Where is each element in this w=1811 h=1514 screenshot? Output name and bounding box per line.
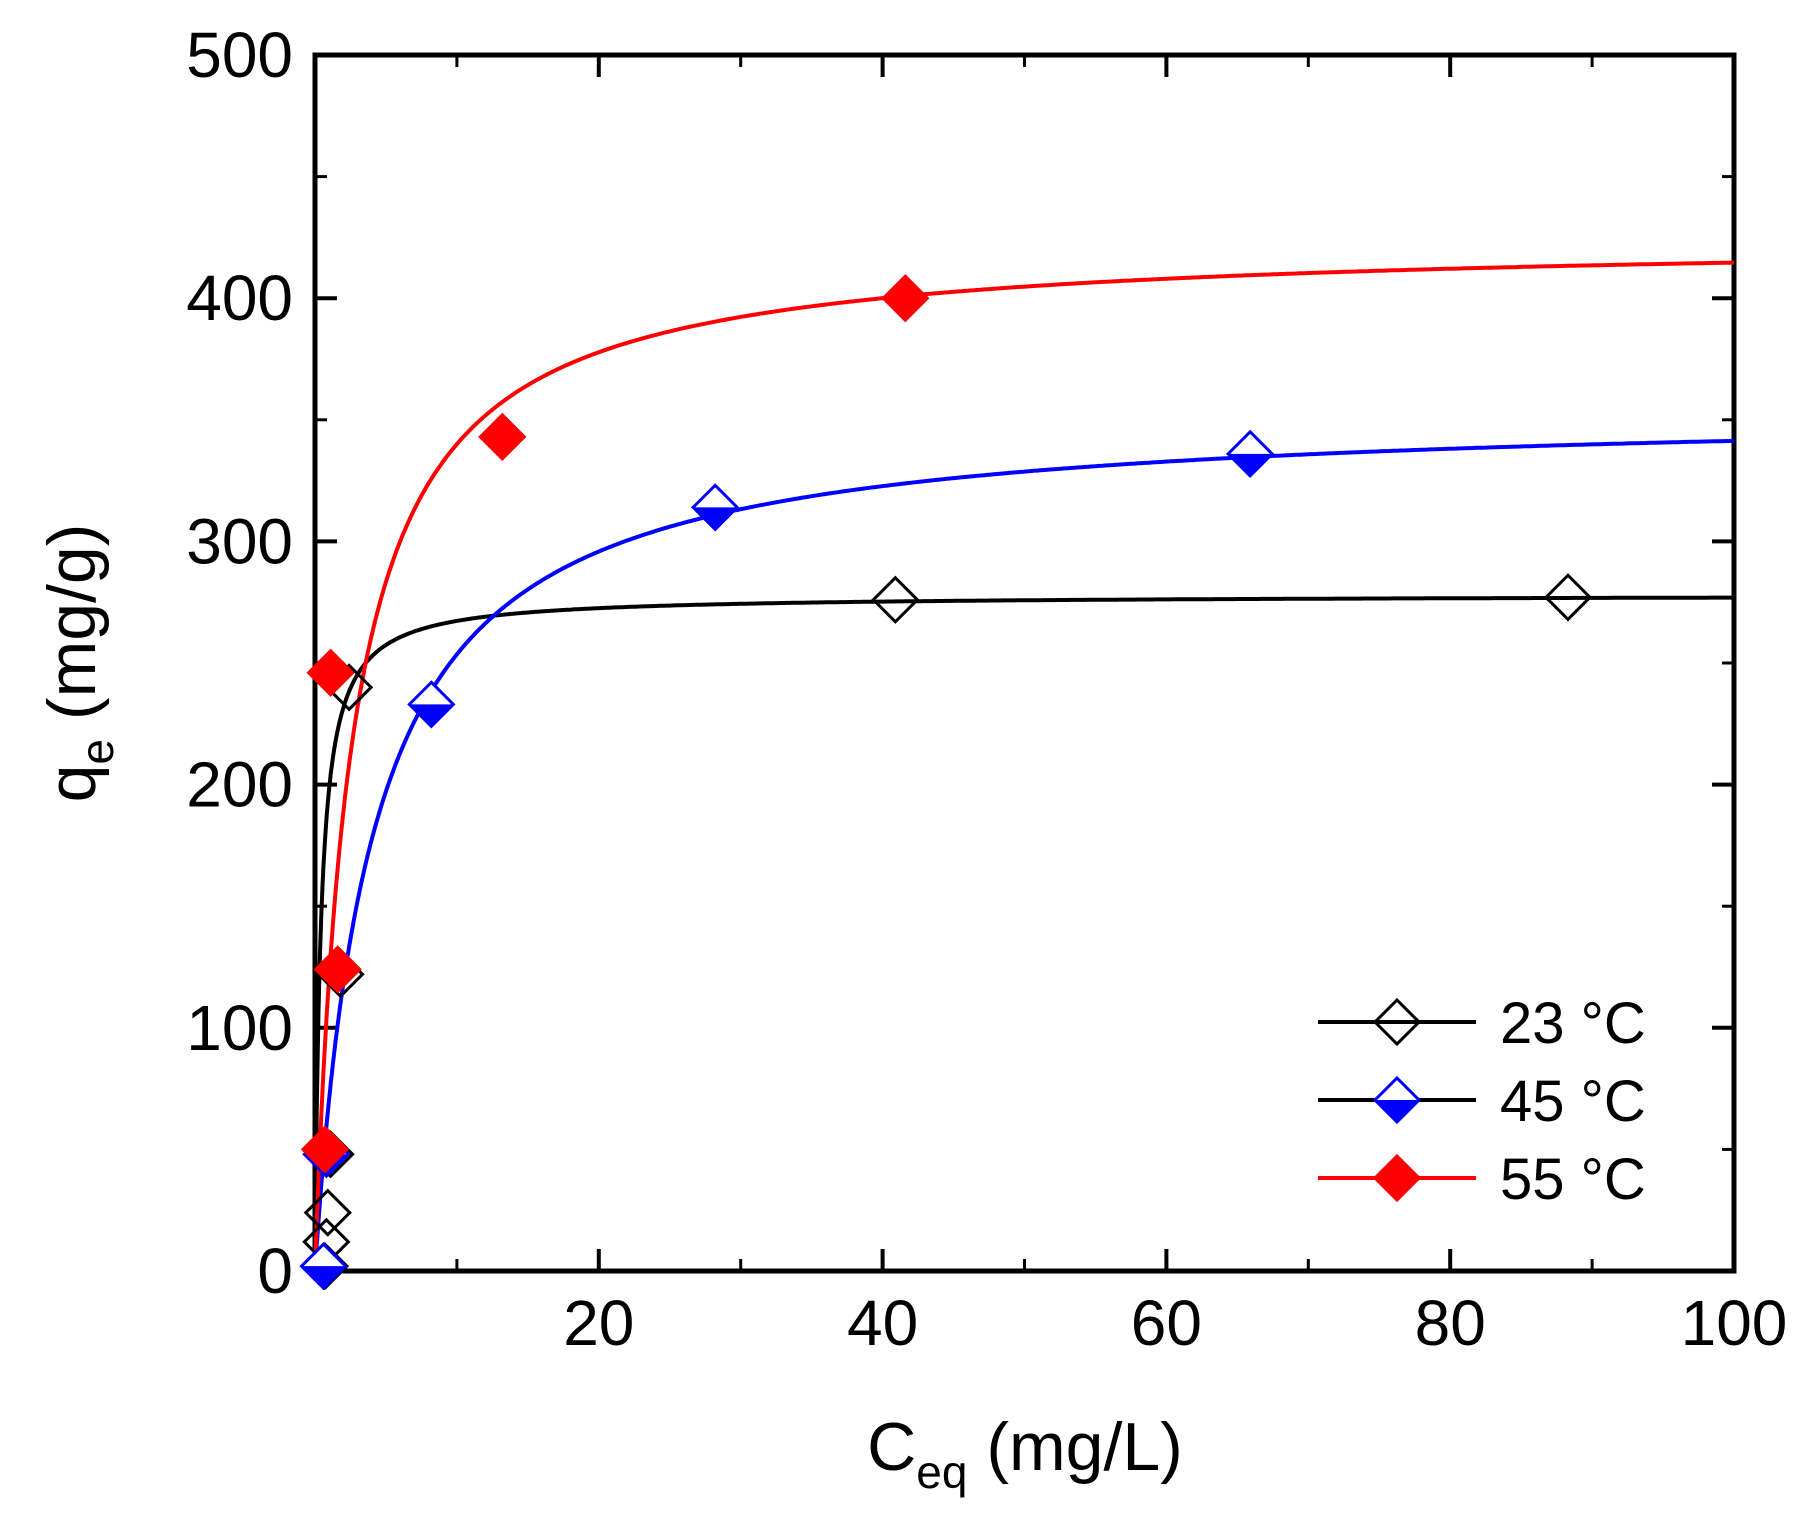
data-point-23C: [303, 1188, 352, 1237]
marker-shape: [303, 1188, 352, 1237]
marker-outline: [1225, 429, 1275, 478]
x-tick-label: 20: [563, 1287, 634, 1359]
data-point-23C: [871, 575, 920, 624]
y-axis-title-unit: (mg/g): [34, 524, 110, 739]
data-point-45C: [691, 483, 740, 532]
data-point-55C: [306, 648, 355, 697]
y-tick-label: 300: [186, 505, 293, 577]
marker-shape: [313, 945, 362, 994]
y-tick-label: 100: [186, 992, 293, 1064]
x-tick-label: 60: [1131, 1287, 1202, 1359]
marker-shape: [478, 412, 527, 461]
marker-fill-half: [409, 704, 454, 727]
x-tick-label: 80: [1415, 1287, 1486, 1359]
data-point-23C: [1543, 573, 1593, 622]
legend-marker: [1372, 1153, 1422, 1203]
legend-label: 55 °C: [1500, 1147, 1646, 1212]
marker-shape: [1372, 1153, 1422, 1203]
legend-marker: [1372, 1075, 1422, 1125]
fit-curve-23C: [313, 595, 1734, 1271]
marker-outline: [299, 1242, 348, 1291]
legend: 23 °C 45 °C 55 °C: [1318, 991, 1646, 1212]
y-axis-ticks: 0 100 200 300 400 500: [186, 19, 1734, 1307]
y-tick-label: 500: [186, 19, 293, 91]
data-markers: [299, 274, 1593, 1291]
fit-curve-45C: [313, 438, 1735, 1271]
marker-shape: [881, 274, 930, 323]
fit-curve-55C: [313, 260, 1735, 1271]
marker-fill-half: [693, 507, 738, 530]
x-axis-title-main: C: [867, 1409, 916, 1485]
legend-marker: [1372, 997, 1422, 1047]
x-axis-title-subscript: eq: [916, 1446, 967, 1498]
data-point-45C: [407, 680, 456, 729]
marker-fill-half: [1228, 453, 1273, 476]
marker-shape: [300, 1125, 350, 1174]
data-point-55C: [881, 274, 930, 323]
y-axis-title-main: q: [34, 765, 110, 803]
data-point-55C: [313, 945, 362, 994]
x-axis-title-unit: (mg/L): [967, 1409, 1182, 1485]
legend-item: 55 °C: [1318, 1147, 1646, 1212]
y-tick-label: 200: [186, 749, 293, 821]
y-tick-label: 0: [257, 1235, 293, 1307]
marker-fill-half: [1375, 1100, 1419, 1122]
marker-shape: [306, 648, 355, 697]
legend-item: 45 °C: [1318, 1069, 1646, 1134]
marker-shape: [1372, 997, 1422, 1047]
y-tick-label: 400: [186, 262, 293, 334]
marker-outline: [1372, 1075, 1422, 1125]
data-point-55C: [478, 412, 527, 461]
legend-label: 45 °C: [1500, 1069, 1646, 1134]
legend-label: 23 °C: [1500, 991, 1646, 1056]
x-tick-label: 100: [1681, 1287, 1788, 1359]
x-axis-ticks: 20 40 60 80 100: [455, 55, 1788, 1359]
marker-fill-half: [301, 1266, 346, 1289]
data-point-55C: [300, 1125, 350, 1174]
data-point-45C: [1225, 429, 1275, 478]
marker-shape: [871, 575, 920, 624]
x-tick-label: 40: [847, 1287, 918, 1359]
y-axis-title: qe (mg/g): [34, 524, 123, 803]
x-axis-title: Ceq (mg/L): [867, 1409, 1183, 1498]
marker-outline: [691, 483, 740, 532]
data-point-45C: [299, 1242, 348, 1291]
y-axis-title-subscript: e: [71, 739, 123, 765]
marker-outline: [407, 680, 456, 729]
fit-curves: [313, 260, 1735, 1271]
legend-item: 23 °C: [1318, 991, 1646, 1056]
marker-shape: [1543, 573, 1593, 622]
